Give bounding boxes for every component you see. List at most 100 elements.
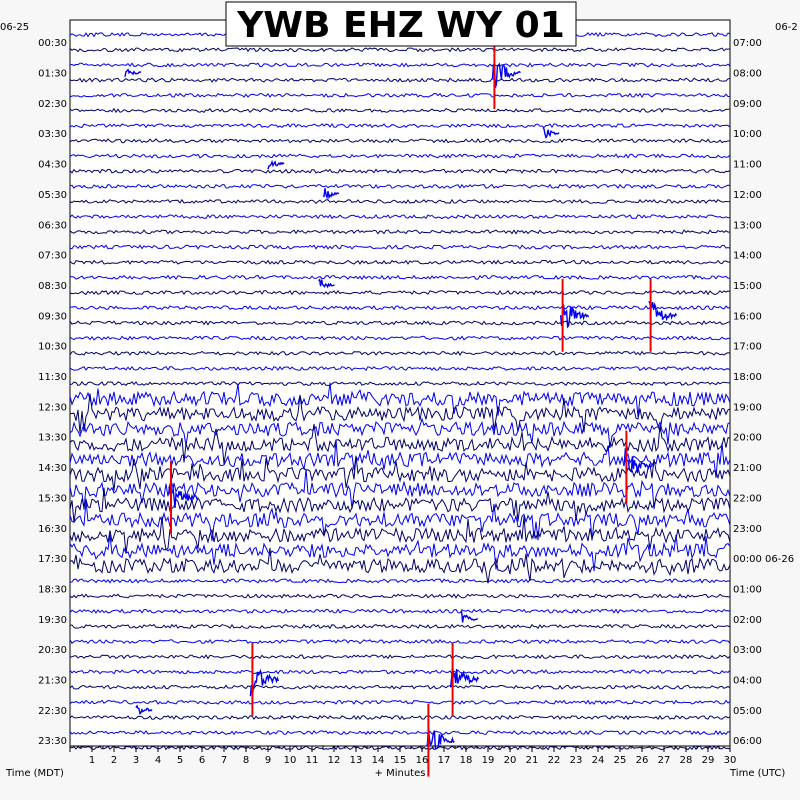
trace-line [69,380,731,387]
x-tick-label: 25 [614,755,627,766]
x-tick-label: 29 [702,755,715,766]
right-axis-title: Time (UTC) [729,768,785,779]
left-time-label: 07:30 [38,251,67,262]
trace-line [69,153,731,159]
right-time-label: 21:00 [733,463,762,474]
left-time-label: 20:30 [38,645,67,656]
event-burst [623,448,653,474]
event-burst [318,278,335,289]
left-time-label: 09:30 [38,311,67,322]
trace-line [69,423,731,464]
x-tick-label: 1 [89,755,95,766]
trace-line [69,729,731,736]
right-time-label: 19:00 [733,402,762,413]
trace-line [69,669,731,675]
trace-line [69,439,731,478]
trace-line [69,714,731,721]
trace-line [69,320,731,326]
x-tick-label: 15 [394,755,407,766]
event-burst [648,300,678,322]
trace-line [69,77,731,83]
x-tick-label: 20 [504,755,517,766]
x-tick-label: 11 [306,755,319,766]
right-time-label: 16:00 [733,311,762,322]
trace-line [69,534,731,572]
left-time-label: 19:30 [38,615,67,626]
trace-line [69,608,731,614]
left-time-label: 02:30 [38,99,67,110]
x-tick-label: 6 [199,755,205,766]
right-time-labels: 07:00 08:00 09:00 10:00 11:00 12:00 13:00 14:00… [733,38,794,747]
left-time-labels: 00:30 01:30 02:30 03:30 04:30 05:30 06:30 07:30… [38,38,67,747]
chart-title: YWB EHZ WY 01 [236,5,565,46]
right-time-label: 20:00 [733,433,762,444]
trace-line [69,229,731,235]
right-time-label: 07:00 [733,38,762,49]
trace-line [69,350,731,356]
right-date-label: 06-2 [775,22,798,33]
trace-line [69,456,731,491]
x-tick-label: 8 [243,755,249,766]
left-time-label: 10:30 [38,342,67,353]
title-box [225,1,577,47]
left-time-label: 04:30 [38,160,67,171]
right-time-label: 03:00 [733,645,762,656]
event-burst [168,479,198,508]
left-time-label: 00:30 [38,38,67,49]
x-tick-label: 24 [592,755,605,766]
x-tick-label: 21 [526,755,539,766]
left-time-label: 05:30 [38,190,67,201]
event-burst [460,611,479,623]
event-burst [491,62,521,88]
left-time-label: 21:30 [38,676,67,687]
right-time-label: 23:00 [733,524,762,535]
right-time-label: 06:00 [733,736,762,747]
left-time-label: 18:30 [38,584,67,595]
right-time-label: 18:00 [733,372,762,383]
left-time-label: 06:30 [38,220,67,231]
event-burst [322,188,340,201]
trace-line [69,92,731,99]
trace-line [69,393,731,434]
trace-line [69,684,731,690]
trace-line [69,365,731,372]
trace-line [69,259,731,265]
right-time-label: 22:00 [733,493,762,504]
trace-line [69,516,731,554]
x-tick-label: 27 [658,755,671,766]
right-time-label: 10:00 [733,129,762,140]
x-tick-label: 2 [111,755,117,766]
trace-line [69,547,731,584]
trace-line [69,274,731,281]
trace-line [69,47,731,53]
x-tick-label: 26 [636,755,649,766]
x-tick-label: 19 [482,755,495,766]
trace-line [69,623,731,630]
left-time-label: 03:30 [38,129,67,140]
event-burst [135,704,153,716]
trace-line [70,305,731,311]
x-tick-label: 13 [350,755,363,766]
event-burst [425,727,455,750]
trace-line [69,335,731,341]
trace-line [69,638,731,645]
right-time-label: 08:00 [733,69,762,80]
left-time-label: 16:30 [38,524,67,535]
left-time-label: 01:30 [38,69,67,80]
left-time-label: 12:30 [38,402,67,413]
right-time-label: 12:00 [733,190,762,201]
left-time-label: 15:30 [38,493,67,504]
trace-line [69,382,731,417]
x-tick-label: 28 [680,755,693,766]
right-time-label: 00:00 06-26 [733,554,794,565]
trace-line [69,244,731,250]
right-time-label: 05:00 [733,706,762,717]
seismic-traces [69,31,731,751]
trace-line [69,417,731,449]
left-time-label: 22:30 [38,706,67,717]
trace-line [69,468,731,510]
left-time-label: 11:30 [38,372,67,383]
right-time-label: 02:00 [733,615,762,626]
left-date-label: 06-25 [0,22,29,33]
trace-line [69,107,731,114]
